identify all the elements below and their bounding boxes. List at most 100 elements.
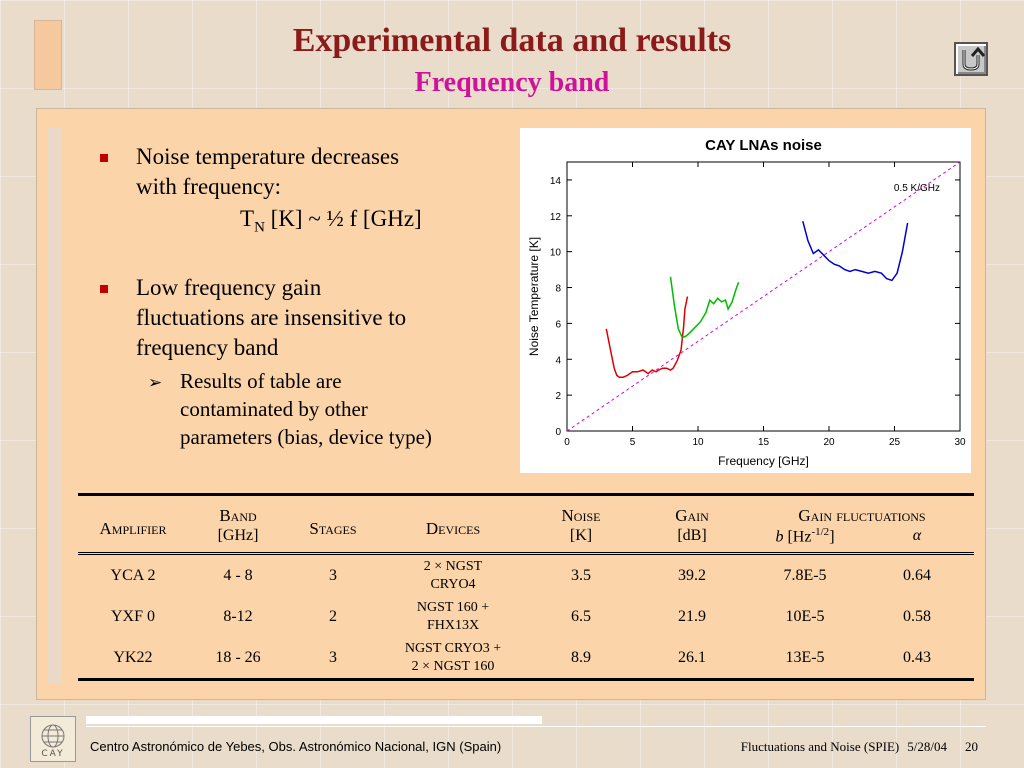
b-unit: [Hz bbox=[783, 528, 812, 546]
cell-gain: 39.2 bbox=[678, 566, 706, 584]
globe-icon bbox=[41, 724, 65, 748]
cay-logo: CAY bbox=[30, 716, 76, 762]
table-row: YCA 2 4 - 8 3 2 × NGST CRYO4 3.5 39.2 7.8… bbox=[78, 554, 974, 597]
page-number: 20 bbox=[965, 739, 978, 754]
chart-title: CAY LNAs noise bbox=[705, 137, 822, 154]
footer-info: Fluctuations and Noise (SPIE) 5/28/04 20 bbox=[733, 739, 978, 755]
sub-bullet-text: contaminated by other bbox=[180, 396, 368, 421]
formula-text: [K] ~ ½ f [GHz] bbox=[264, 206, 422, 231]
header-devices: Devices bbox=[425, 519, 481, 539]
y-tick-label: 0 bbox=[555, 427, 561, 438]
y-tick-label: 2 bbox=[555, 391, 561, 402]
header-band-unit: [GHz] bbox=[217, 527, 259, 545]
y-tick-label: 6 bbox=[555, 319, 561, 330]
devices-line: 2 × NGST 160 bbox=[411, 658, 495, 674]
cell-amplifier: YXF 0 bbox=[110, 607, 155, 625]
header-noise-unit: [K] bbox=[569, 527, 593, 545]
header-stages: Stages bbox=[309, 519, 357, 539]
bullet-text: with frequency: bbox=[136, 174, 281, 199]
slide-title: Experimental data and results bbox=[292, 22, 732, 59]
header-noise: Noise bbox=[561, 506, 601, 525]
cell-devices: NGST 160 + FHX13X bbox=[378, 596, 528, 637]
footer-date: 5/28/04 bbox=[907, 739, 947, 754]
cell-noise: 3.5 bbox=[571, 566, 591, 584]
cell-band: 18 - 26 bbox=[215, 648, 261, 666]
cell-stages: 3 bbox=[329, 566, 337, 584]
arrow-bullet-icon: ➢ bbox=[148, 372, 163, 393]
bullet-item: Low frequency gain fluctuations are inse… bbox=[96, 273, 516, 363]
bullet-item: Noise temperature decreases with frequen… bbox=[96, 142, 516, 243]
sub-bullet-text: Results of table are bbox=[180, 368, 342, 393]
header-band: Band bbox=[219, 506, 257, 525]
cell-gain: 21.9 bbox=[678, 607, 706, 625]
x-axis-label: Frequency [GHz] bbox=[718, 454, 809, 468]
table-row: YK22 18 - 26 3 NGST CRYO3 +2 × NGST 160 … bbox=[78, 637, 974, 680]
header-alpha: α bbox=[860, 526, 974, 554]
cell-alpha: 0.64 bbox=[903, 566, 931, 584]
slide-subtitle: Frequency band bbox=[414, 67, 610, 98]
cell-gain: 26.1 bbox=[678, 648, 706, 666]
bullet-text: frequency band bbox=[136, 334, 279, 360]
sub-bullet-item: ➢ Results of table are contaminated by o… bbox=[96, 367, 516, 451]
slope-annotation: 0.5 K/GHz bbox=[894, 183, 940, 194]
square-bullet-icon bbox=[100, 154, 108, 162]
devices-line: CRYO4 bbox=[430, 576, 476, 592]
cell-noise: 6.5 bbox=[571, 607, 591, 625]
cell-devices: 2 × NGST CRYO4 bbox=[378, 554, 528, 597]
header-gain-unit: [dB] bbox=[677, 527, 707, 545]
devices-line: NGST CRYO3 + bbox=[404, 640, 502, 656]
cell-devices: NGST CRYO3 + 2 × NGST 160 bbox=[378, 637, 528, 680]
header-b: b [Hz-1/2] bbox=[750, 526, 860, 554]
cell-alpha: 0.43 bbox=[903, 648, 931, 666]
formula-symbol: T bbox=[240, 206, 255, 231]
devices-line: FHX13X bbox=[426, 617, 480, 633]
y-axis-label: Noise Temperature [K] bbox=[527, 237, 541, 356]
series-line-0 bbox=[605, 296, 689, 378]
x-tick-label: 20 bbox=[823, 437, 835, 448]
y-tick-label: 12 bbox=[550, 212, 562, 223]
footer-institution: Centro Astronómico de Yebes, Obs. Astron… bbox=[90, 739, 502, 754]
x-tick-label: 10 bbox=[692, 437, 704, 448]
cell-amplifier: YK22 bbox=[113, 648, 153, 666]
sub-bullet-text: parameters (bias, device type) bbox=[180, 424, 432, 449]
y-tick-label: 10 bbox=[550, 248, 562, 259]
u-turn-arrow-icon bbox=[962, 46, 986, 71]
series-line-1 bbox=[669, 276, 740, 339]
bullet-text: Low frequency gain bbox=[136, 274, 322, 300]
return-button[interactable] bbox=[954, 42, 988, 76]
decorative-bar bbox=[34, 20, 62, 90]
header-gain: Gain bbox=[675, 506, 709, 525]
b-symbol: b bbox=[775, 528, 784, 546]
series-line-2 bbox=[802, 221, 909, 282]
cell-amplifier: YCA 2 bbox=[110, 566, 156, 584]
square-bullet-icon bbox=[100, 284, 108, 293]
bullet-text: Noise temperature decreases bbox=[136, 144, 400, 169]
x-tick-label: 30 bbox=[954, 437, 966, 448]
logo-text: CAY bbox=[41, 749, 65, 759]
cell-band: 8-12 bbox=[223, 607, 253, 625]
formula: TN [K] ~ ½ f [GHz] bbox=[240, 204, 516, 243]
footer-divider bbox=[86, 726, 986, 727]
cell-b: 7.8E-5 bbox=[783, 566, 827, 584]
reference-line bbox=[566, 161, 961, 432]
amplifier-table: Amplifier Band Stages Devices Noise Gain… bbox=[78, 493, 974, 681]
noise-chart: 0 5 10 15 20 25 30 0 2 4 6 8 10 12 14 CAY LNAs noise Fre… bbox=[520, 128, 971, 473]
header-gain-fluctuations: Gain fluctuations bbox=[798, 506, 926, 525]
cell-alpha: 0.58 bbox=[903, 607, 931, 625]
header-amplifier: Amplifier bbox=[99, 519, 167, 539]
cell-band: 4 - 8 bbox=[223, 566, 253, 584]
cell-noise: 8.9 bbox=[571, 648, 591, 666]
formula-subscript: N bbox=[254, 219, 265, 236]
footer-event: Fluctuations and Noise (SPIE) bbox=[740, 739, 900, 754]
b-exponent: -1/2 bbox=[811, 526, 830, 538]
alpha-symbol: α bbox=[912, 527, 922, 545]
x-tick-label: 15 bbox=[758, 437, 770, 448]
cell-b: 10E-5 bbox=[785, 607, 825, 625]
cell-stages: 3 bbox=[329, 648, 337, 666]
y-tick-label: 8 bbox=[555, 284, 561, 295]
x-tick-label: 25 bbox=[889, 437, 901, 448]
y-tick-label: 14 bbox=[550, 176, 562, 187]
x-tick-label: 0 bbox=[564, 437, 570, 448]
chart-svg: 0 5 10 15 20 25 30 0 2 4 6 8 10 12 14 CAY LNAs noise Fre… bbox=[527, 137, 966, 468]
panel-decorative-bar bbox=[48, 128, 62, 683]
